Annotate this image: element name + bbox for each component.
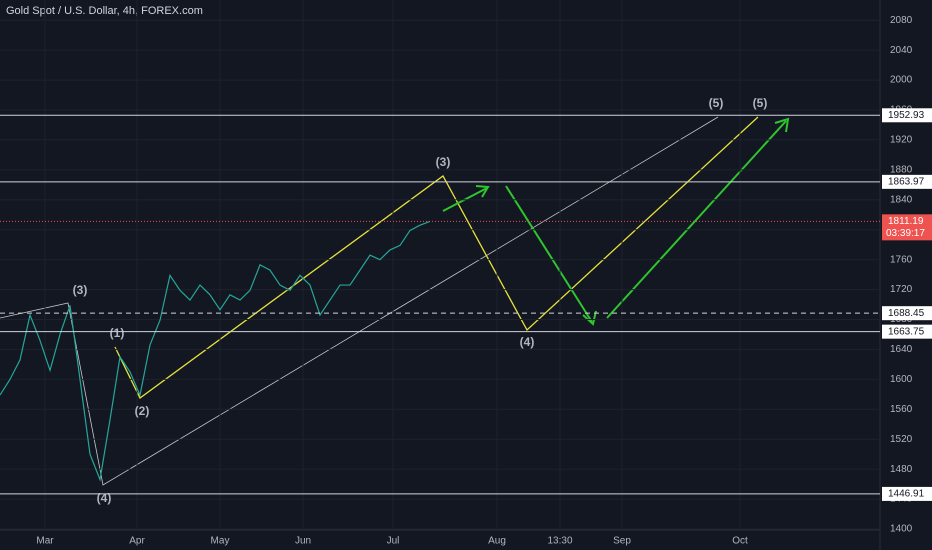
y-tick-label: 1760	[890, 254, 913, 265]
wave-label: (4)	[97, 491, 112, 505]
last-price-label: 1811.19	[888, 216, 924, 227]
x-tick-label: Apr	[129, 536, 145, 547]
wave-drawings	[0, 116, 790, 486]
y-tick-label: 2000	[890, 75, 913, 86]
price-box	[882, 306, 932, 321]
y-tick-label: 1600	[890, 374, 913, 385]
price-box-label: 1688.45	[888, 308, 925, 319]
x-tick-label: May	[211, 536, 230, 547]
price-box	[882, 486, 932, 501]
y-tick-label: 1920	[890, 135, 913, 146]
y-tick-label: 1480	[890, 464, 913, 475]
yellow-wave	[114, 116, 759, 399]
price-box-label: 1863.97	[888, 176, 925, 187]
x-tick-label: Jul	[387, 536, 400, 547]
arrow	[505, 185, 593, 323]
y-tick-label: 1840	[890, 194, 913, 205]
x-tick-label: Aug	[488, 536, 506, 547]
y-tick-label: 1400	[890, 524, 913, 535]
y-tick-label: 1520	[890, 434, 913, 445]
price-box-label: 1952.93	[888, 110, 925, 121]
x-tick-label: Sep	[613, 536, 631, 547]
x-tick-label: Jun	[295, 536, 311, 547]
x-tick-label: Mar	[36, 536, 54, 547]
price-line	[0, 220, 431, 482]
arrow-head	[475, 185, 490, 198]
y-tick-label: 1880	[890, 164, 913, 175]
wave-label: (5)	[709, 96, 724, 110]
price-box	[882, 214, 932, 241]
arrow-head	[774, 117, 790, 133]
price-box	[882, 324, 932, 339]
x-tick-label: 13:30	[547, 536, 572, 547]
price-box-label: 1663.75	[888, 326, 925, 337]
arrow-head	[582, 310, 597, 326]
countdown-label: 03:39:17	[886, 228, 925, 239]
green-channel	[0, 116, 719, 486]
wave-label: (1)	[110, 326, 125, 340]
wave-label: (4)	[520, 335, 535, 349]
wave-label: (3)	[73, 283, 88, 297]
y-tick-label: 1560	[890, 404, 913, 415]
price-box-label: 1446.91	[888, 489, 925, 500]
chart-title: Gold Spot / U.S. Dollar, 4h, FOREX.com	[6, 5, 203, 17]
price-box	[882, 174, 932, 189]
wave-label: (5)	[753, 96, 768, 110]
plot: 1400144014801520156016001640168017201760…	[0, 0, 913, 550]
x-tick-label: Oct	[732, 536, 748, 547]
arrow	[606, 120, 787, 319]
y-tick-label: 2040	[890, 45, 913, 56]
y-tick-label: 1720	[890, 284, 913, 295]
y-tick-label: 2080	[890, 15, 913, 26]
wave-label: (2)	[135, 404, 150, 418]
wave-label: (3)	[436, 155, 451, 169]
y-tick-label: 1640	[890, 344, 913, 355]
price-box	[882, 108, 932, 123]
